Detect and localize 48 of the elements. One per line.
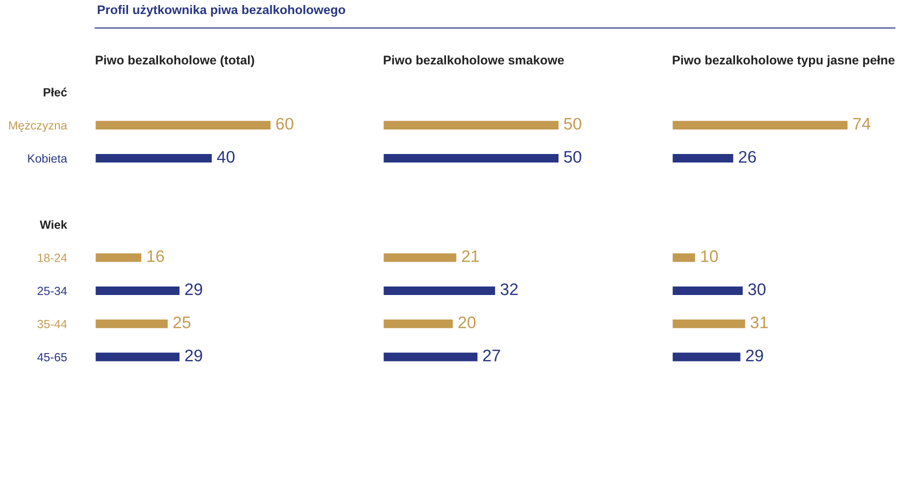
- data-label: 60: [276, 118, 294, 130]
- data-label: 29: [746, 350, 763, 362]
- y-tick-label: Mężczyzna: [9, 120, 68, 132]
- data-label: 10: [701, 250, 718, 262]
- data-label: 30: [748, 283, 766, 296]
- chart-title: Piwo bezalkoholowe smakowe: [384, 55, 564, 65]
- bar: [672, 152, 735, 164]
- data-label: 29: [185, 350, 202, 362]
- bar: [672, 120, 849, 131]
- chart-title: Piwo bezalkoholowe typu jasne pełne: [672, 55, 895, 67]
- data-label: 27: [483, 350, 500, 362]
- data-label: 50: [564, 118, 582, 130]
- bar: [95, 285, 181, 296]
- bar: [672, 318, 747, 330]
- bar: [95, 351, 181, 363]
- bar: [383, 318, 454, 330]
- bar: [383, 351, 479, 363]
- bar: [95, 318, 170, 330]
- data-label: 29: [185, 283, 202, 296]
- y-tick-label: Płeć: [44, 88, 67, 96]
- data-label: 21: [462, 250, 479, 262]
- data-label: 20: [458, 316, 476, 328]
- y-tick-label: 45-65: [37, 352, 67, 362]
- bar: [95, 120, 272, 131]
- bar: [383, 285, 496, 296]
- y-tick-label: 35-44: [37, 320, 67, 328]
- data-label: 16: [147, 250, 164, 262]
- data-label: 31: [750, 316, 768, 328]
- data-label: 32: [500, 283, 518, 296]
- bar: [383, 152, 560, 164]
- bar: [672, 285, 744, 296]
- data-label: 74: [853, 118, 870, 130]
- y-tick-label: 18-24: [38, 254, 67, 262]
- chart-title: Piwo bezalkoholowe (total): [96, 55, 254, 67]
- y-tick-label: Kobieta: [28, 154, 68, 163]
- y-tick-label: Wiek: [40, 220, 68, 229]
- bar: [95, 252, 143, 264]
- bar: [95, 152, 214, 164]
- text: Profil użytkownika piwa bezalkoholowego: [98, 5, 346, 17]
- bar: [672, 252, 697, 264]
- bar: [383, 252, 458, 264]
- data-label: 50: [564, 150, 582, 163]
- data-label: 25: [173, 316, 190, 328]
- y-tick-label: 25-34: [38, 286, 67, 296]
- data-label: 40: [217, 150, 235, 163]
- data-label: 26: [738, 150, 756, 163]
- bar: [383, 120, 560, 131]
- bar: [672, 351, 742, 363]
